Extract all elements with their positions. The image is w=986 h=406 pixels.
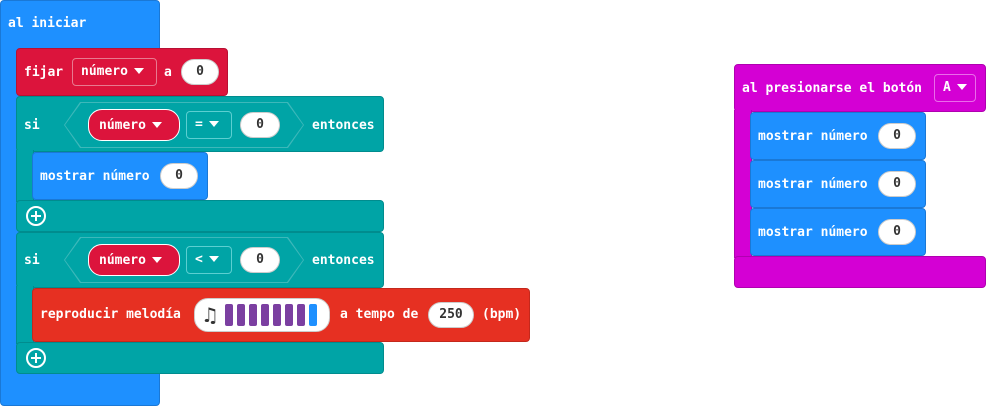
show-number-value[interactable]: 0 [878,219,916,245]
melody-note [273,304,281,326]
show-number-value[interactable]: 0 [878,171,916,197]
play-melody-label: reproducir melodía [40,307,181,322]
melody-note [225,304,233,326]
if-block-1-footer [16,200,384,232]
operator-dropdown-2-value: < [195,252,203,267]
variable-dropdown-value: número [81,64,128,79]
music-note-icon: ♫ [201,303,219,327]
tempo-input[interactable]: 250 [428,302,474,328]
then-label-1: entonces [312,118,375,133]
chevron-down-icon [151,256,162,263]
show-number-value[interactable]: 0 [878,123,916,149]
melody-editor[interactable]: ♫ [194,298,330,332]
variable-dropdown[interactable]: número [72,58,157,86]
button-dropdown-value: A [943,80,951,95]
button-pressed-label: al presionarse el botón [742,81,923,96]
show-number-label: mostrar número [40,169,150,184]
to-label: a [164,65,172,80]
set-label: fijar [24,65,64,80]
compare-value-input-2[interactable]: 0 [240,247,280,273]
chevron-down-icon [956,83,967,90]
variable-reporter-1[interactable]: número [88,109,180,141]
add-else-icon[interactable] [26,206,46,226]
button-dropdown[interactable]: A [934,74,976,102]
add-else-icon[interactable] [26,348,46,368]
show-number-label: mostrar número [758,177,868,192]
chevron-down-icon [151,121,162,128]
tempo-unit: (bpm) [482,307,522,322]
variable-reporter-2[interactable]: número [88,244,180,276]
melody-note [297,304,305,326]
chevron-down-icon [208,255,219,262]
operator-dropdown-1[interactable]: = [186,111,232,139]
show-number-label: mostrar número [758,129,868,144]
show-number-value[interactable]: 0 [160,163,198,189]
melody-note [261,304,269,326]
operator-dropdown-2[interactable]: < [186,246,232,274]
chevron-down-icon [208,120,219,127]
melody-note [309,304,317,326]
melody-note [237,304,245,326]
if-block-2-footer [16,342,384,374]
melody-note [285,304,293,326]
tempo-label: a tempo de [340,307,419,322]
chevron-down-icon [133,67,144,74]
compare-value-input-1[interactable]: 0 [240,112,280,138]
show-number-label: mostrar número [758,225,868,240]
if-label-1: si [24,118,40,133]
variable-reporter-2-value: número [99,253,146,268]
then-label-2: entonces [312,253,375,268]
variable-reporter-1-value: número [99,118,146,133]
if-label-2: si [24,253,40,268]
operator-dropdown-1-value: = [195,117,203,132]
on-start-label: al iniciar [8,16,87,31]
set-value-input[interactable]: 0 [181,59,219,85]
button-pressed-footer [734,256,986,288]
melody-note [249,304,257,326]
